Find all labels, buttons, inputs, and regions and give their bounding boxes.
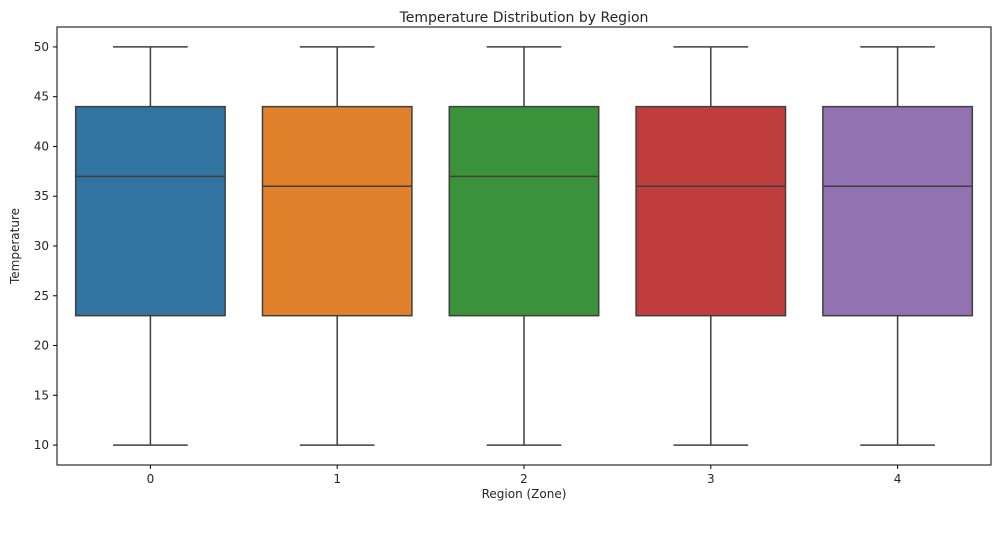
x-tick-label: 4 bbox=[894, 472, 902, 486]
y-axis: 10 15 20 25 30 35 40 45 50 bbox=[34, 40, 57, 452]
x-axis: 0 1 2 3 4 bbox=[147, 465, 902, 486]
y-tick-label: 25 bbox=[34, 289, 49, 303]
box-group-1 bbox=[261, 46, 413, 446]
box-group-3 bbox=[635, 46, 787, 446]
y-tick-label: 30 bbox=[34, 239, 49, 253]
x-tick-label: 3 bbox=[707, 472, 715, 486]
box-group-0 bbox=[74, 46, 226, 446]
x-tick-label: 0 bbox=[147, 472, 155, 486]
x-tick-label: 2 bbox=[520, 472, 528, 486]
box-iqr bbox=[635, 105, 787, 317]
y-tick-label: 40 bbox=[34, 139, 49, 153]
y-tick-label: 45 bbox=[34, 90, 49, 104]
box-group-2 bbox=[448, 46, 600, 446]
y-tick-label: 35 bbox=[34, 189, 49, 203]
y-tick-label: 20 bbox=[34, 339, 49, 353]
y-tick-label: 50 bbox=[34, 40, 49, 54]
y-tick-label: 15 bbox=[34, 388, 49, 402]
x-tick-label: 1 bbox=[333, 472, 341, 486]
x-axis-title: Region (Zone) bbox=[482, 487, 567, 501]
y-tick-label: 10 bbox=[34, 438, 49, 452]
box-iqr bbox=[261, 105, 413, 317]
box-iqr bbox=[74, 105, 226, 317]
box-iqr bbox=[822, 105, 974, 317]
box-group-4 bbox=[822, 46, 974, 446]
chart-title: Temperature Distribution by Region bbox=[399, 10, 649, 26]
plot-area bbox=[74, 46, 974, 446]
y-axis-title: Temperature bbox=[8, 208, 22, 285]
box-iqr bbox=[448, 105, 600, 317]
